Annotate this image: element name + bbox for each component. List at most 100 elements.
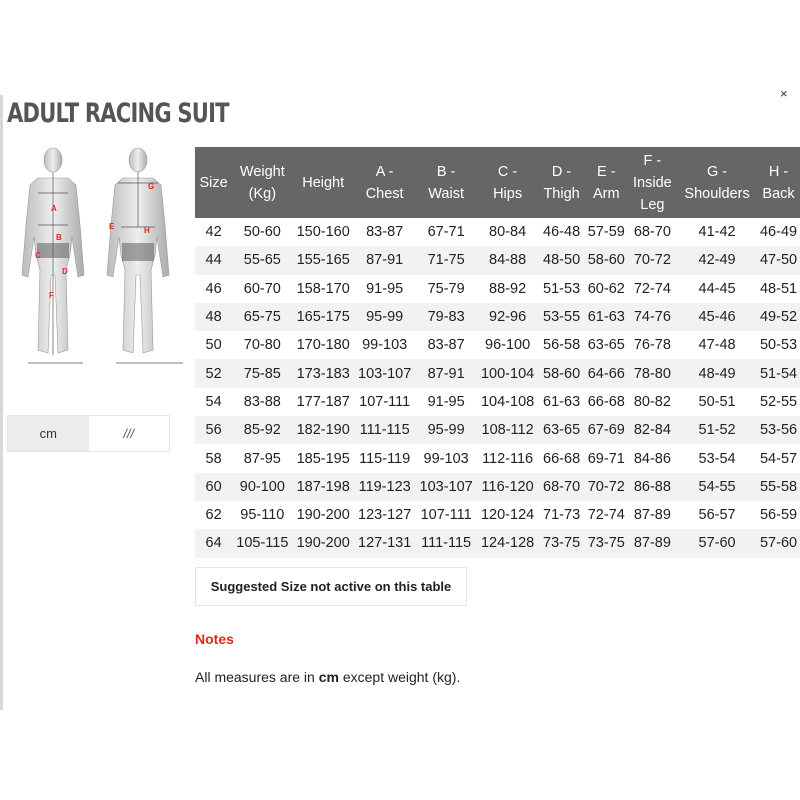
figure-label-d: D	[62, 267, 68, 276]
table-cell: 92-96	[476, 302, 539, 332]
table-cell: 107-111	[359, 393, 411, 410]
table-cell: 73-75	[538, 529, 585, 558]
table-cell: 83-87	[366, 224, 404, 241]
column-header-line: Weight	[239, 163, 285, 180]
table-cell: 116-120	[476, 472, 539, 501]
table-cell: 56-59	[759, 507, 798, 524]
table-cell: 83-87	[427, 337, 465, 354]
table-cell: 64-66	[584, 359, 628, 388]
column-header: F - Inside Leg	[627, 147, 678, 218]
table-cell: 79-83	[415, 302, 477, 332]
figure-label-e: E	[109, 222, 115, 231]
column-header-line: B -	[436, 163, 456, 180]
column-header-line: Shoulders	[684, 185, 750, 202]
table-cell: 87-91	[353, 246, 416, 275]
table-cell: 96-100	[485, 337, 531, 354]
table-cell: 87-89	[627, 529, 678, 558]
table-cell: 182-190	[292, 416, 354, 445]
table-cell: 69-71	[587, 450, 625, 467]
table-cell: 95-99	[415, 416, 477, 445]
notes-text-after: except weight (kg).	[338, 669, 461, 685]
table-cell: 64	[195, 529, 233, 558]
table-cell: 82-84	[627, 416, 678, 445]
table-cell: 165-175	[292, 302, 354, 332]
table-cell: 177-187	[296, 393, 350, 410]
column-header: D - Thigh	[538, 147, 585, 218]
table-cell: 75-85	[232, 359, 293, 388]
table-cell: 68-70	[538, 472, 585, 501]
table-row: 50 70-80 170-180 99-103 83-87 96-100 56-58 63-6…	[195, 331, 800, 359]
table-cell: 50-51	[698, 393, 736, 410]
table-cell: 155-165	[292, 246, 354, 275]
figure-label-f: F	[49, 291, 54, 300]
column-header: A - Chest	[353, 147, 416, 218]
table-cell: 51-53	[543, 280, 581, 297]
table-cell: 85-92	[232, 416, 293, 445]
table-cell: 46-49	[759, 224, 798, 241]
table-cell: 119-123	[353, 472, 416, 501]
column-header-line: Thigh	[543, 185, 580, 202]
table-cell: 53-54	[698, 450, 736, 467]
notes-text: All measures are in cm except weight (kg…	[195, 669, 460, 685]
table-row: 54 83-88 177-187 107-111 91-95 104-108 61-63 66…	[195, 388, 800, 416]
close-button[interactable]: ×	[780, 86, 788, 101]
table-cell: 104-108	[480, 393, 535, 410]
table-cell: 47-48	[698, 337, 736, 354]
column-header-line: C -	[497, 163, 518, 180]
column-header: C - Hips	[476, 147, 539, 218]
table-cell: 49-52	[757, 302, 800, 332]
table-cell: 80-82	[633, 393, 671, 410]
table-cell: 54-55	[677, 472, 758, 501]
table-cell: 56-57	[698, 507, 736, 524]
table-cell: 83-88	[243, 393, 281, 410]
table-cell: 53-56	[757, 416, 800, 445]
left-border	[0, 95, 3, 710]
column-header-line: Inside	[633, 174, 672, 191]
column-header-line: G -	[706, 163, 728, 180]
table-cell: 66-68	[587, 393, 625, 410]
table-cell: 61-63	[584, 302, 628, 332]
table-cell: 71-75	[415, 246, 477, 275]
table-cell: 80-84	[489, 224, 527, 241]
table-cell: 70-72	[584, 472, 628, 501]
table-cell: 60	[195, 472, 233, 501]
column-header: Weight (Kg)	[232, 147, 293, 218]
column-header-line: Waist	[428, 185, 464, 202]
table-cell: 68-70	[633, 224, 671, 241]
table-cell: 158-170	[296, 280, 350, 297]
table-cell: 99-103	[362, 337, 408, 354]
unit-other-button[interactable]: ///	[123, 426, 135, 441]
table-cell: 52-55	[759, 393, 798, 410]
column-header: B - Waist	[415, 147, 477, 218]
table-row: 46 60-70 158-170 91-95 75-79 88-92 51-53 60-62 7…	[195, 275, 800, 303]
table-cell: 60-62	[587, 280, 625, 297]
column-header-line: Hips	[493, 185, 523, 202]
notes-text-unit: cm	[318, 669, 339, 685]
body-measurement-figure: A B C D E F G H	[21, 147, 183, 364]
table-cell: 44-45	[698, 280, 736, 297]
unit-cm-button[interactable]: cm	[8, 416, 89, 451]
table-cell: 90-100	[232, 472, 293, 501]
table-cell: 73-75	[584, 529, 628, 558]
table-cell: 87-91	[415, 359, 477, 388]
table-cell: 78-80	[627, 359, 678, 388]
column-header-line: H -	[768, 163, 789, 180]
table-cell: 190-200	[296, 507, 350, 524]
column-header-line: F -	[643, 152, 662, 169]
table-cell: 42	[205, 224, 222, 241]
table-cell: 53-55	[538, 302, 585, 332]
table-cell: 45-46	[677, 302, 758, 332]
table-cell: 99-103	[423, 450, 469, 467]
table-cell: 103-107	[353, 359, 416, 388]
column-header-line: E -	[597, 163, 616, 180]
table-cell: 48-51	[759, 280, 798, 297]
table-cell: 51-52	[677, 416, 758, 445]
table-cell: 87-89	[633, 507, 671, 524]
table-row: 60 90-100 187-198 119-123 103-107 116-120 68-7…	[195, 472, 800, 501]
table-cell: 58-60	[538, 359, 585, 388]
figure-label-c: C	[35, 251, 41, 260]
table-cell: 87-95	[243, 450, 281, 467]
unit-toggle: cm ///	[7, 415, 170, 452]
table-cell: 55-58	[757, 472, 800, 501]
table-row: 44 55-65 155-165 87-91 71-75 84-88 48-50 58-60 7…	[195, 246, 800, 275]
